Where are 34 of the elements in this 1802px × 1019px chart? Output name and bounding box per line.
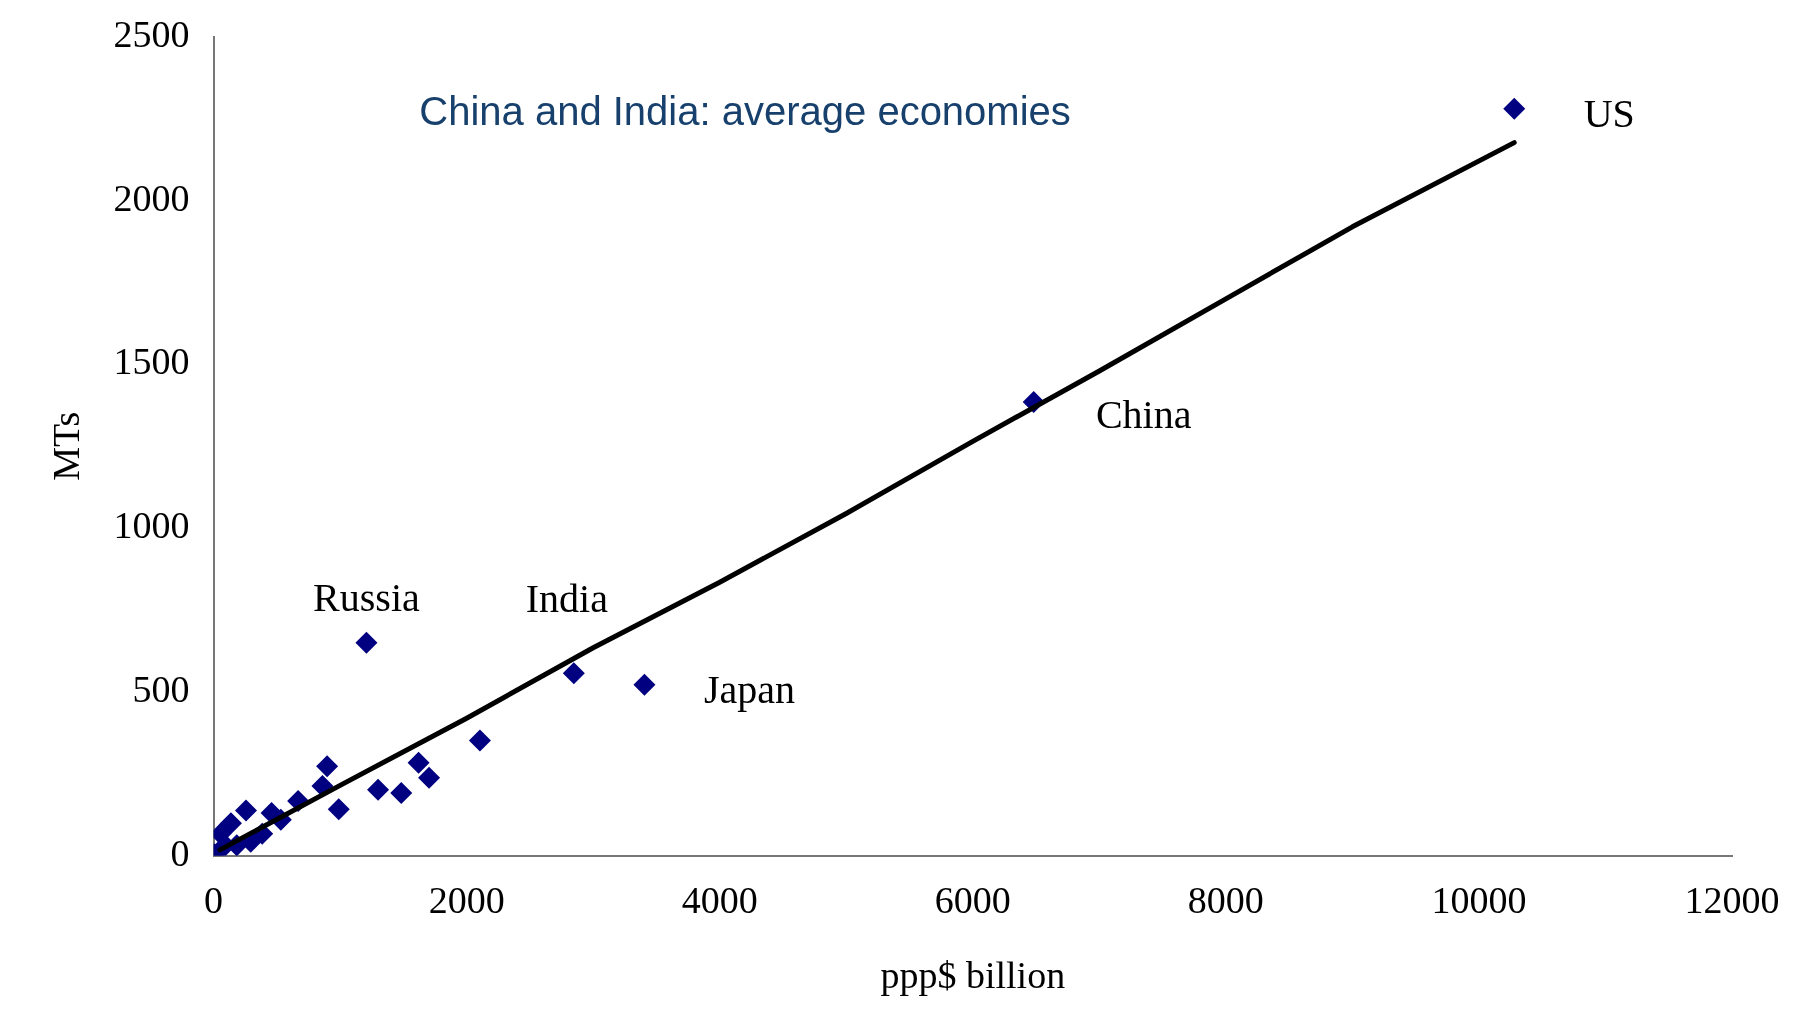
y-tick-label: 2500 (113, 12, 190, 55)
point (390, 781, 413, 804)
point (219, 812, 242, 835)
point (633, 673, 656, 696)
point (316, 755, 339, 778)
point (418, 766, 441, 789)
y-tick-label: 500 (132, 667, 190, 710)
annotation: US (1583, 91, 1635, 137)
point (327, 798, 350, 821)
annotation: India (525, 575, 609, 621)
x-tick-label: 4000 (681, 878, 758, 921)
annotation: Russia (313, 575, 421, 621)
point (407, 751, 430, 774)
y-tick-label: 0 (170, 831, 190, 874)
x-tick-label: 8000 (1187, 878, 1264, 921)
point (468, 729, 491, 752)
y-tick-label: 1000 (113, 504, 190, 547)
point (234, 799, 257, 822)
x-tick-label: 10000 (1431, 878, 1527, 921)
x-tick-label: 0 (204, 878, 224, 921)
y-tick-label: 1500 (113, 340, 190, 383)
x-tick-label: 2000 (428, 878, 505, 921)
annotation: China (1095, 391, 1192, 437)
x-tick-label: 6000 (934, 878, 1011, 921)
point (367, 778, 390, 801)
y-axis-title: MTs (44, 411, 87, 481)
y-tick-label: 2000 (113, 176, 190, 219)
x-axis-title: ppp$ billion (880, 954, 1066, 997)
annotation: Japan (703, 667, 795, 713)
text: China and India: average economies (419, 88, 1071, 133)
x-tick-label: 12000 (1684, 878, 1780, 921)
point (562, 662, 585, 685)
point (1503, 97, 1526, 120)
point (355, 631, 378, 654)
